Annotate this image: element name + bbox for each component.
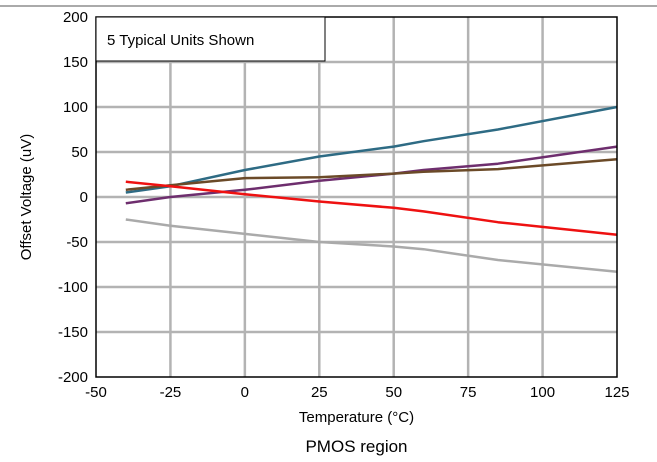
x-tick-label: 75 xyxy=(460,384,477,401)
y-tick-label: -200 xyxy=(58,369,88,386)
x-tick-label: 25 xyxy=(311,384,328,401)
x-tick-label: 100 xyxy=(530,384,555,401)
x-tick-label: 0 xyxy=(241,384,249,401)
annotation-box: 5 Typical Units Shown xyxy=(95,16,326,62)
chart-caption: PMOS region xyxy=(305,437,407,456)
plot-frame xyxy=(95,16,618,378)
x-tick-label: -50 xyxy=(85,384,107,401)
annotation-frame xyxy=(95,16,326,62)
y-axis-label: Offset Voltage (uV) xyxy=(18,134,35,260)
y-tick-label: -100 xyxy=(58,279,88,296)
y-tick-label: 150 xyxy=(63,54,88,71)
y-tick-label: 50 xyxy=(71,144,88,161)
series-line xyxy=(125,157,618,192)
y-tick-labels: 200 150 100 50 0 -50 -100 -150 -200 xyxy=(58,9,88,386)
y-tick-label: 0 xyxy=(80,189,88,206)
series-lines xyxy=(125,105,618,273)
x-tick-labels: -50 -25 0 25 50 75 100 125 xyxy=(85,384,629,401)
y-tick-label: 100 xyxy=(63,99,88,116)
x-tick-label: 125 xyxy=(604,384,629,401)
y-tick-label: -50 xyxy=(66,234,88,251)
y-tick-label: -150 xyxy=(58,324,88,341)
series-line xyxy=(125,180,618,237)
annotation-text: 5 Typical Units Shown xyxy=(107,32,254,49)
series-line xyxy=(125,145,618,205)
series-line xyxy=(125,218,618,273)
x-tick-label: 50 xyxy=(385,384,402,401)
x-tick-label: -25 xyxy=(160,384,182,401)
x-axis-label: Temperature (°C) xyxy=(299,409,414,426)
y-tick-label: 200 xyxy=(63,9,88,26)
